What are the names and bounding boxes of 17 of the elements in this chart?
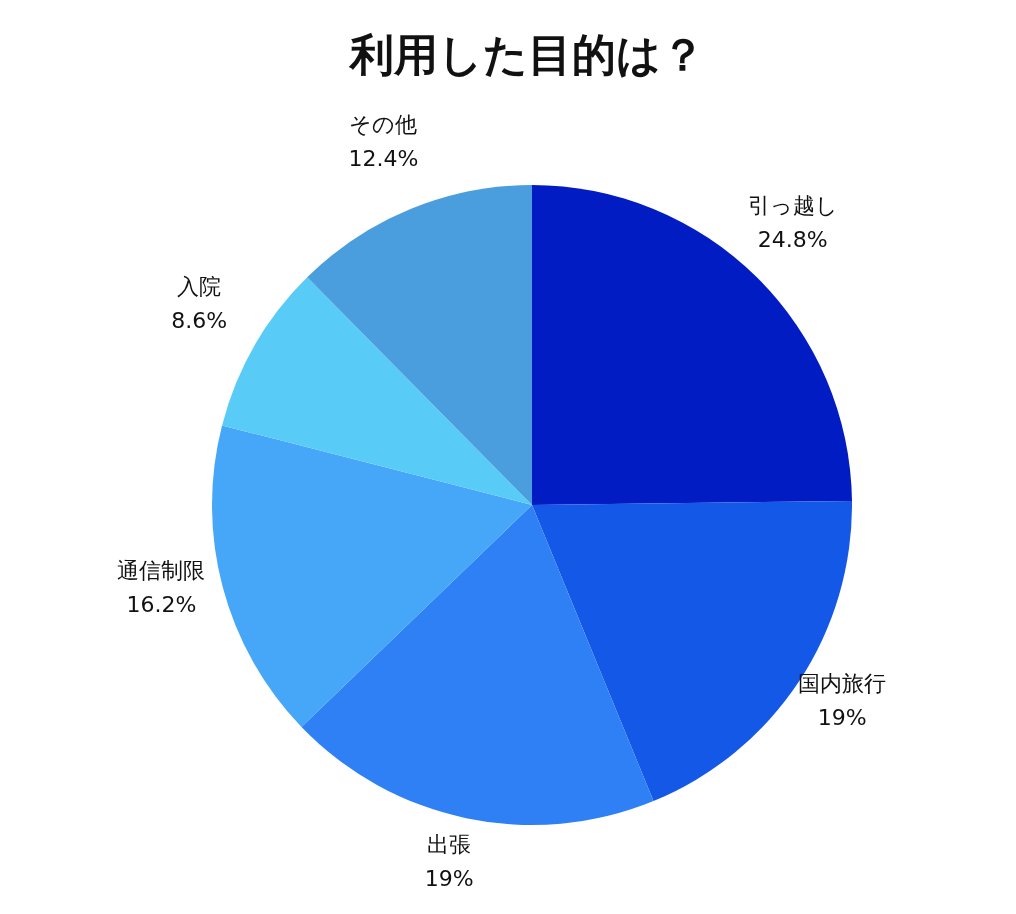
data-label: 24.8% — [757, 227, 828, 253]
data-label: 12.4% — [348, 146, 419, 172]
data-label: 19% — [817, 704, 867, 730]
slice-label: 通信制限 — [117, 558, 206, 584]
pie-slice — [532, 185, 852, 505]
data-label: 19% — [424, 865, 474, 891]
chart-title: 利用した目的は？ — [347, 29, 705, 80]
data-label: 8.6% — [171, 307, 228, 333]
slice-label: 出張 — [427, 831, 472, 857]
slice-label: 引っ越し — [747, 193, 838, 219]
slice-label: その他 — [349, 112, 418, 138]
pie-slice — [212, 425, 532, 727]
pie-slice — [307, 185, 532, 505]
pie-slice — [301, 505, 654, 825]
data-label: 16.2% — [126, 592, 197, 618]
slice-label: 入院 — [177, 273, 222, 299]
slice-label: 国内旅行 — [798, 670, 887, 696]
